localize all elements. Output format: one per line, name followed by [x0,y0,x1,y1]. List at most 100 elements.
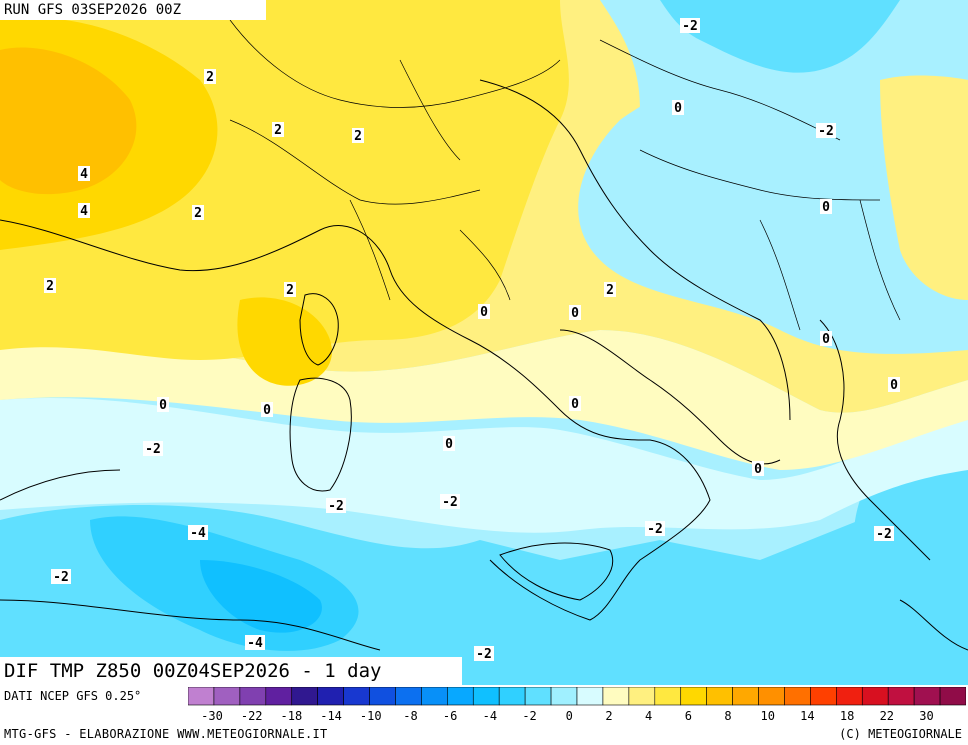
map-value-label: 2 [194,206,202,221]
colorbar-tick-label: 4 [645,709,652,723]
map-value-label: 0 [445,437,453,452]
coastlines [0,79,968,651]
map-label-bg [752,461,764,476]
colorbar-swatch [939,687,966,706]
run-title: RUN GFS 03SEP2026 00Z [0,0,266,20]
map-value-label: -2 [53,570,69,585]
field-hot-core [0,47,137,195]
map-label-bg [888,377,900,392]
colorbar-swatch [213,687,241,706]
map-value-label: 2 [274,123,282,138]
map-label-bg [478,304,490,319]
map-value-label: 2 [286,283,294,298]
map-value-label: 0 [822,200,830,215]
colorbar-tick-label: -6 [443,709,457,723]
colorbar-tick-label: -18 [281,709,303,723]
temperature-difference-map [0,0,968,685]
map-value-label: 0 [480,305,488,320]
map-label-bg [326,498,346,513]
map-label-bg [820,331,832,346]
credit-right: (C) METEOGIORNALE [839,727,962,741]
map-label-bg [680,18,700,33]
colorbar-tick-label: 0 [566,709,573,723]
colorbar-tick-label: -8 [403,709,417,723]
colorbar-tick-label: 30 [919,709,933,723]
colorbar-swatch [913,687,941,706]
colorbar-tick-label: -2 [522,709,536,723]
colorbar-swatch [265,687,293,706]
colorbar-swatch [239,687,267,706]
colorbar-tick-label: 22 [880,709,894,723]
map-value-label: -2 [442,495,458,510]
colorbar-tick-label: 6 [685,709,692,723]
map-label-bg [143,441,163,456]
map-value-label: -2 [647,522,663,537]
colorbar-swatch [602,687,630,706]
map-label-bg [204,69,216,84]
map-label-bg [78,203,90,218]
field-cool-northeast [600,0,968,310]
map-label-bg [245,635,265,650]
map-value-label: 0 [674,101,682,116]
colorbar-tick-label: -10 [360,709,382,723]
colorbar-tick-label: 10 [760,709,774,723]
colorbar-tick-label: -22 [241,709,263,723]
colorbar-swatch [810,687,837,706]
map-label-bg [874,526,894,541]
colorbar-swatch [317,687,344,706]
map-label-bg [261,402,273,417]
colorbar-swatch [369,687,396,706]
map-labels-layer: -2 2 2 2 0 -2 4 4 2 0 2 2 0 0 2 0 0 0 0 0 -2 0 0 -2 -2 -4 -2 -2 -2 -4… [44,18,900,662]
map-value-label: 4 [80,167,88,182]
map-value-label: 2 [354,129,362,144]
data-source-label: DATI NCEP GFS 0.25° [4,689,142,703]
colorbar-tick-label: -30 [201,709,223,723]
variable-title: DIF TMP Z850 00Z04SEP2026 - 1 day [0,657,462,685]
map-value-label: 2 [46,279,54,294]
map-value-label: 0 [571,306,579,321]
map-value-label: 2 [206,70,214,85]
map-value-label: -2 [876,527,892,542]
map-label-bg [352,128,364,143]
map-label-bg [272,122,284,137]
colorbar-swatch [836,687,863,706]
colorbar-swatch [472,687,500,706]
map-label-bg [284,282,296,297]
credit-left: MTG-GFS - ELABORAZIONE WWW.METEOGIORNALE… [4,727,328,741]
map-label-bg [78,166,90,181]
map-value-label: 0 [571,397,579,412]
colorbar: -30 -22 -18 -14 -10 -8 -6 -4 -2 0 2 4 6 8 10 14 18 22 30 [188,687,966,723]
map-value-label: 4 [80,204,88,219]
colorbar-swatch [343,687,370,706]
colorbar-tick-label: 8 [724,709,731,723]
field-zero-band [0,397,968,533]
map-label-bg [51,569,71,584]
map-label-bg [820,199,832,214]
colorbar-swatch [654,687,682,706]
map-value-label: 2 [606,283,614,298]
map-value-label: 0 [890,378,898,393]
map-label-bg [672,100,684,115]
colorbar-tick-label: 14 [800,709,814,723]
map-value-label: 0 [263,403,271,418]
colorbar-tick-label: -4 [483,709,497,723]
field-coldest-core [200,560,322,633]
map-label-bg [44,278,56,293]
colorbar-swatch [550,687,578,706]
colorbar-swatch [628,687,656,706]
colorbar-swatch [732,687,759,706]
colorbar-swatch [291,687,318,706]
colorbar-swatch [758,687,785,706]
map-value-label: 0 [822,332,830,347]
colorbar-swatch [188,687,215,706]
map-label-bg [645,521,665,536]
colorbar-swatch [706,687,733,706]
map-value-label: -4 [190,526,206,541]
colorbar-swatch [447,687,474,706]
colorbar-swatch [421,687,448,706]
field-cool-ne-core [660,0,900,73]
map-label-bg [604,282,616,297]
colorbar-tick-label: 18 [840,709,854,723]
colorbar-swatch [576,687,604,706]
